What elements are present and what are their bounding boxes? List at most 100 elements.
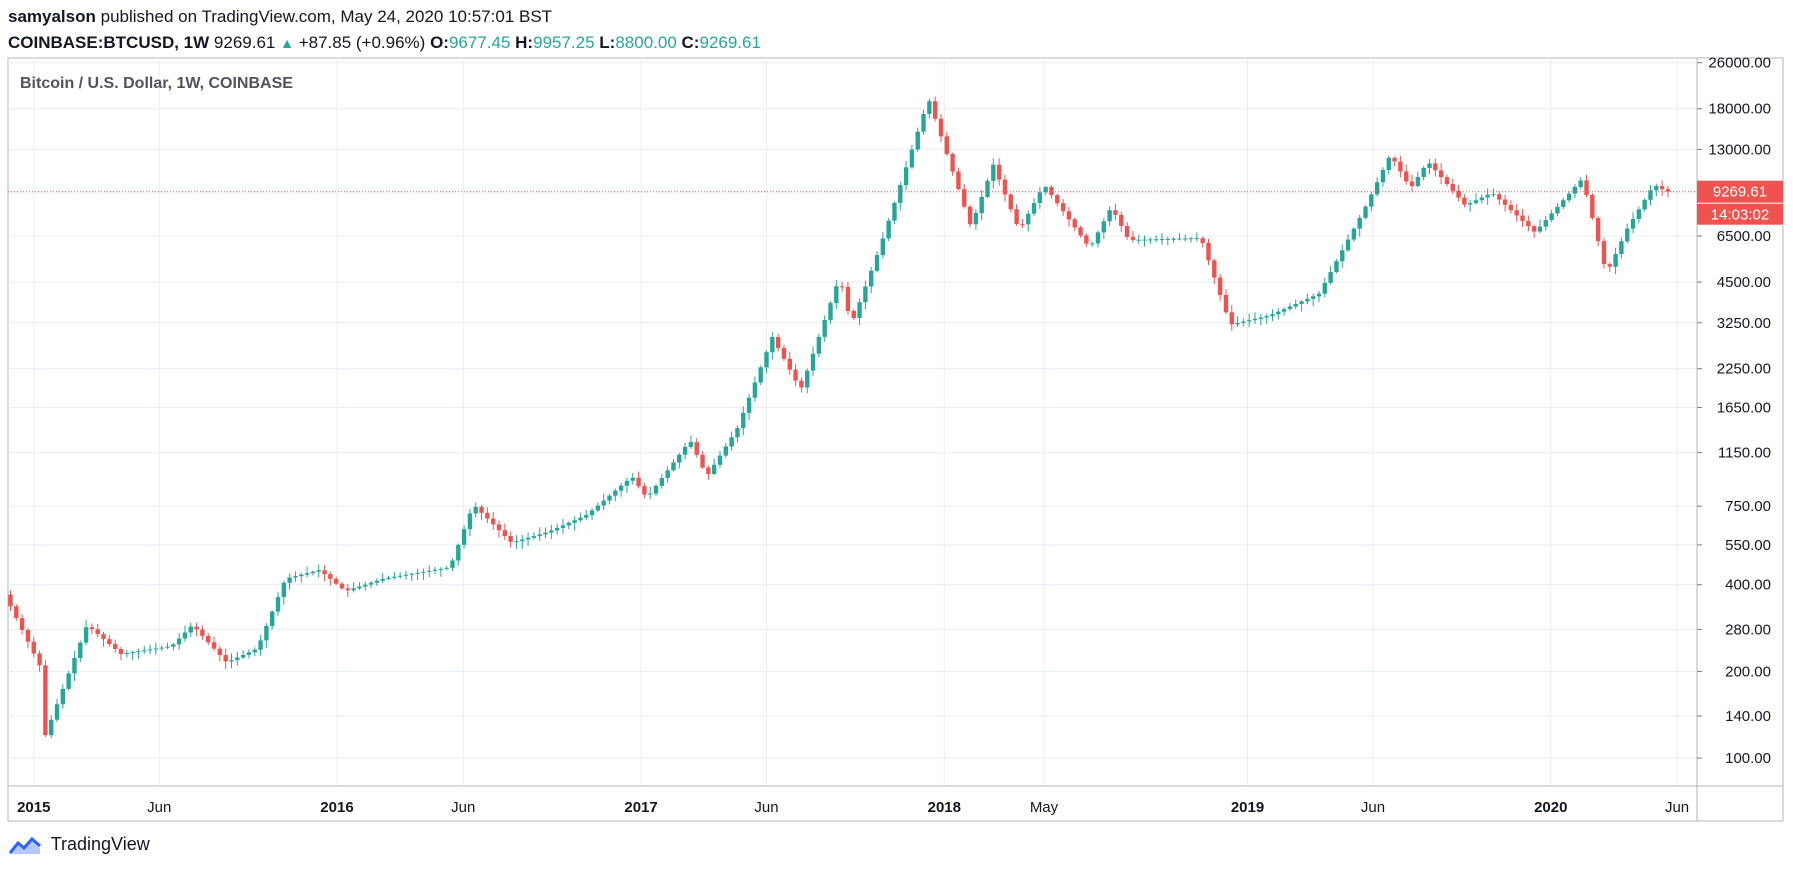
- candle-body: [915, 131, 920, 150]
- tradingview-logo[interactable]: TradingView: [8, 834, 150, 855]
- candle-body: [211, 642, 217, 649]
- up-triangle-icon: ▲: [280, 35, 294, 51]
- candle-body: [258, 640, 263, 650]
- candle-body: [1101, 221, 1107, 233]
- candle-body: [363, 584, 368, 587]
- candle-body: [1229, 312, 1234, 325]
- candle-body: [1014, 209, 1019, 225]
- candle-body: [514, 541, 519, 543]
- candle-body: [996, 164, 1002, 180]
- candle-body: [1287, 306, 1293, 310]
- candle-body: [89, 627, 95, 630]
- candle-body: [1136, 239, 1141, 241]
- candle-body: [83, 627, 89, 643]
- candle-body: [1607, 264, 1612, 267]
- candle-body: [1049, 187, 1054, 196]
- candle-body: [1328, 272, 1333, 283]
- candle-body: [1159, 239, 1165, 241]
- candle-body: [1473, 200, 1479, 204]
- last-price: 9269.61: [213, 33, 276, 52]
- y-tick-label: 1650.00: [1717, 400, 1771, 417]
- candle-body: [118, 648, 124, 654]
- candle-body: [1613, 254, 1618, 267]
- candle-body: [956, 171, 961, 190]
- candle-body: [932, 101, 938, 119]
- candle-body: [1601, 241, 1607, 265]
- candle-body: [473, 506, 478, 514]
- x-tick-label: 2017: [624, 799, 657, 816]
- publish-line: samyalson published on TradingView.com, …: [8, 6, 1208, 28]
- candle-body: [1252, 318, 1258, 321]
- open-value: 9677.45: [448, 33, 511, 52]
- candle-body: [25, 629, 31, 642]
- candle-body: [223, 655, 228, 662]
- y-tick-label: 280.00: [1725, 621, 1771, 638]
- candle-body: [427, 570, 432, 572]
- candle-body: [322, 570, 327, 575]
- candle-body: [1584, 180, 1589, 195]
- countdown-label: 14:03:02: [1711, 207, 1769, 224]
- candle-body: [380, 578, 385, 581]
- candle-body: [1549, 213, 1554, 221]
- candle-body: [1119, 214, 1124, 226]
- candle-body: [450, 560, 455, 568]
- candle-body: [967, 206, 973, 225]
- candle-body: [415, 572, 420, 574]
- candle-body: [903, 167, 909, 186]
- candle-body: [909, 149, 915, 168]
- candle-body: [874, 255, 880, 271]
- candle-body: [758, 367, 763, 383]
- candle-body: [729, 437, 734, 447]
- candle-body: [456, 544, 461, 561]
- candle-body: [1072, 219, 1077, 228]
- last-price-label: 9269.61: [1713, 184, 1767, 201]
- candle-body: [1630, 219, 1636, 229]
- ohlc-line: COINBASE:BTCUSD, 1W 9269.61 ▲ +87.85 (+0…: [8, 32, 1208, 54]
- candle-body: [1479, 197, 1485, 201]
- candle-body: [1002, 179, 1008, 195]
- close-value: 9269.61: [699, 33, 761, 52]
- candle-body: [775, 337, 781, 348]
- candle-body: [1281, 309, 1287, 312]
- candle-body: [171, 644, 176, 647]
- time-axis[interactable]: 2015 Jun 2016 Jun 2017 Jun 2018 May 2019 Jun 2020 J…: [17, 799, 1689, 816]
- candle-body: [403, 574, 409, 576]
- candle-body: [752, 382, 758, 398]
- candle-body: [467, 513, 473, 530]
- candle-body: [1502, 199, 1508, 205]
- candle-body: [1491, 194, 1496, 196]
- candle-body: [1241, 321, 1246, 323]
- author-name[interactable]: samyalson: [8, 7, 96, 26]
- candle-body: [101, 634, 106, 640]
- candle-body: [130, 652, 135, 654]
- candle-body: [479, 506, 484, 513]
- candle-body: [252, 649, 257, 653]
- candle-body: [1037, 192, 1043, 204]
- candle-body: [543, 532, 548, 535]
- price-axis[interactable]: 100.00 140.00 200.00 280.00 400.00 550.00 750.…: [1697, 55, 1783, 767]
- candle-body: [19, 618, 25, 630]
- candle-body: [723, 446, 729, 456]
- candle-body: [1334, 261, 1339, 273]
- candle-body: [299, 574, 304, 577]
- candle-body: [1363, 206, 1368, 218]
- y-tick-label: 26000.00: [1708, 55, 1771, 72]
- candle-body: [508, 536, 513, 542]
- candle-body: [822, 320, 827, 337]
- candle-body: [1258, 317, 1264, 319]
- candle-body: [694, 442, 699, 455]
- x-tick-label: 2020: [1534, 799, 1567, 816]
- candle-body: [72, 658, 77, 674]
- candle-body: [165, 646, 170, 648]
- candle-body: [950, 153, 955, 172]
- candle-body: [1060, 203, 1066, 212]
- candle-body: [31, 641, 36, 654]
- candle-body: [1089, 243, 1095, 245]
- candle-body: [1409, 181, 1415, 187]
- candle-body: [1188, 238, 1194, 240]
- candle-body: [1369, 194, 1374, 207]
- candle-body: [1456, 190, 1461, 198]
- candle-body: [537, 534, 542, 537]
- candle-body: [246, 652, 252, 655]
